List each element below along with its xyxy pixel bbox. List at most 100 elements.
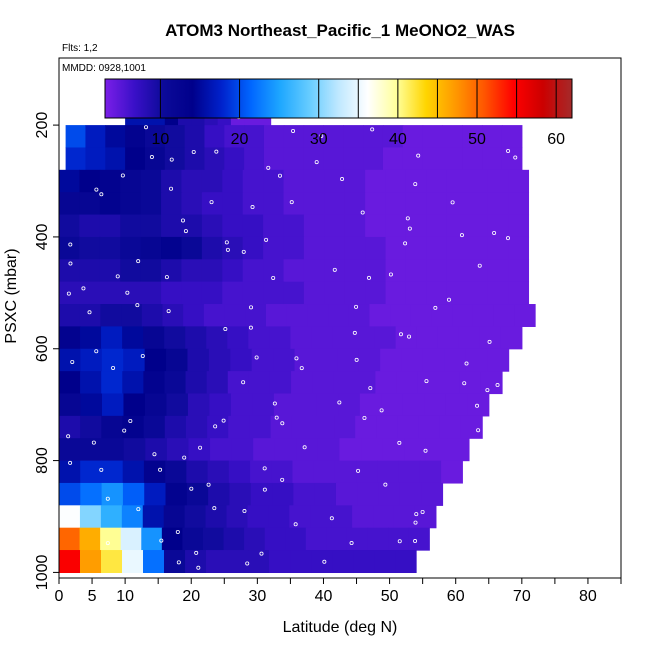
sample-point (423, 448, 428, 453)
heatmap-cell (462, 125, 483, 149)
sample-point (221, 418, 226, 423)
sample-point (352, 330, 357, 335)
heatmap-cell (508, 281, 530, 305)
colorbar-tick-label: 30 (310, 131, 328, 148)
x-tick-label: 80 (579, 588, 597, 605)
sample-point (403, 241, 408, 246)
sample-point (94, 187, 99, 192)
heatmap-cell (296, 438, 319, 462)
heatmap-cell (99, 192, 121, 216)
y-axis: 200 400 600 800 1000 (34, 112, 59, 590)
heatmap-cell (324, 214, 346, 238)
heatmap-cell (361, 438, 384, 462)
heatmap-cell (294, 348, 317, 372)
heatmap-cell (248, 326, 270, 350)
heatmap-cell (206, 371, 229, 395)
heatmap-cell (272, 482, 294, 506)
heatmap-cell (122, 460, 145, 484)
heatmap-cell (122, 482, 145, 506)
sample-point (446, 297, 451, 302)
heatmap-cell (377, 460, 400, 484)
heatmap-cell (141, 527, 163, 551)
heatmap-cell (184, 147, 206, 171)
heatmap-cell (59, 304, 81, 327)
heatmap-cell (122, 415, 145, 439)
heatmap-cell (462, 147, 483, 171)
heatmap-cell (442, 147, 463, 171)
heatmap-cell (185, 326, 207, 350)
heatmap-cell (79, 527, 101, 551)
sample-point (242, 509, 247, 514)
heatmap-cell (99, 259, 121, 283)
heatmap-cell (291, 371, 313, 395)
sample-point (366, 275, 371, 280)
heatmap-cell (421, 482, 444, 506)
heatmap-cell (508, 192, 530, 216)
heatmap-cell (140, 236, 162, 260)
heatmap-cell (417, 371, 440, 395)
heatmap-cell (164, 371, 187, 395)
heatmap-cell (120, 527, 142, 551)
heatmap-cell (181, 214, 203, 238)
heatmap-cell (418, 415, 441, 439)
heatmap-cell (441, 460, 463, 484)
sample-point (122, 428, 127, 433)
heatmap-cell (164, 326, 186, 350)
heatmap-cell (317, 438, 341, 462)
heatmap-cell (376, 415, 399, 439)
x-tick-label: 60 (447, 588, 465, 605)
heatmap-cell (385, 192, 407, 216)
heatmap-cell (161, 169, 183, 193)
heatmap-cell (270, 415, 293, 439)
heatmap-cell (419, 460, 442, 484)
heatmap-cell (208, 348, 231, 372)
heatmap-cell (248, 371, 271, 395)
sample-point (169, 186, 174, 191)
heatmap-cell (205, 505, 228, 529)
heatmap-cell (390, 304, 412, 327)
heatmap-cell (222, 259, 244, 283)
heatmap-cell (201, 281, 223, 305)
heatmap-cell (323, 147, 344, 171)
heatmap-cell (375, 371, 398, 395)
heatmap-cell (382, 147, 404, 171)
sample-point (128, 418, 133, 423)
heatmap-cell (402, 125, 424, 149)
heatmap-cell (303, 214, 325, 238)
sample-point (340, 177, 345, 182)
heatmap-cell (467, 236, 489, 260)
sample-point (407, 226, 412, 231)
sample-point (487, 339, 492, 344)
heatmap-cell (385, 236, 407, 260)
heatmap-cell (249, 415, 272, 439)
heatmap-cell (164, 415, 187, 439)
heatmap-cell (80, 460, 103, 484)
heatmap-cell (431, 304, 453, 327)
heatmap-cell (472, 304, 495, 327)
plot-frame (58, 57, 622, 579)
sample-point (180, 218, 185, 223)
heatmap-cell (120, 236, 142, 260)
heatmap-cell (501, 147, 523, 171)
heatmap-cell (79, 236, 101, 260)
heatmap-cell (303, 236, 325, 260)
heatmap-cell (140, 214, 162, 238)
heatmap-cell (303, 125, 325, 149)
heatmap-cell (181, 169, 203, 193)
heatmap-cell (224, 304, 246, 327)
heatmap-cell (396, 371, 419, 395)
heatmap-cell (59, 281, 81, 305)
heatmap-cell (487, 281, 509, 305)
heatmap-cell (120, 259, 142, 283)
colorbar: 10 20 30 40 50 60 (104, 78, 573, 148)
heatmap-cell (85, 147, 106, 171)
heatmap-cell (405, 236, 427, 260)
heatmap-cell (166, 438, 190, 462)
heatmap-cell (120, 169, 142, 193)
heatmap-cell (344, 236, 366, 260)
sample-point (329, 516, 334, 521)
sample-point (459, 233, 464, 238)
sample-point (99, 467, 104, 472)
heatmap-cell (85, 125, 106, 149)
heatmap-cell (344, 214, 366, 238)
